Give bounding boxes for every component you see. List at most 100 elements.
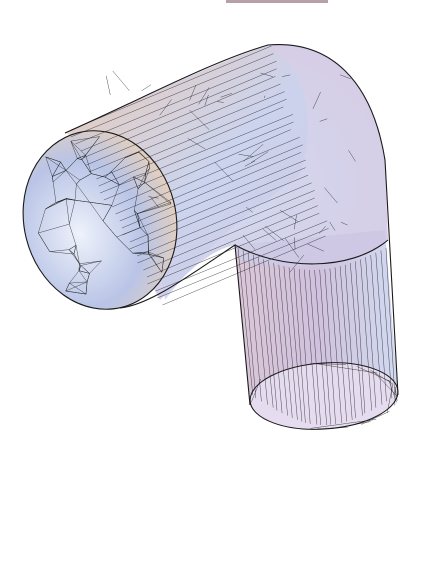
bottom-cap-edge (251, 378, 262, 403)
cap-mesh-edge (65, 198, 70, 225)
arm-mesh-edge (141, 84, 152, 91)
arm-mesh-edge (279, 210, 299, 222)
arm-mesh-edge (105, 75, 111, 96)
cap-mesh-edge (132, 252, 149, 255)
cap-mesh-edge (38, 232, 50, 252)
arm-mesh-edge (111, 129, 291, 208)
bottom-cap-edge (317, 427, 348, 430)
down-mesh-edge (319, 269, 331, 425)
wireframe-mesh (38, 45, 399, 430)
cap-mesh-edge (137, 172, 147, 189)
arm-mesh-edge (282, 74, 291, 77)
down-mesh-edge (370, 254, 383, 405)
down-mesh-edge (360, 259, 372, 411)
cap-mesh-edge (69, 281, 88, 284)
cap-mesh-edge (49, 249, 70, 252)
down-mesh-edge (314, 269, 327, 426)
arm-mesh-edge (187, 138, 206, 150)
cap-mesh-edge (145, 161, 150, 173)
cap-mesh-edge (116, 236, 133, 254)
down-mesh-edge (278, 264, 293, 418)
silhouette-outline (64, 44, 399, 406)
arm-mesh-edge (129, 174, 309, 250)
cap-mesh-edge (60, 161, 67, 171)
arm-mesh-edge (251, 151, 269, 163)
cap-mesh-edge (81, 159, 92, 174)
cap-mesh-edge (38, 223, 70, 234)
cap-mesh-edge (76, 183, 90, 203)
cap-mesh-edge (70, 141, 78, 159)
cap-mesh-edge (145, 168, 150, 174)
down-mesh-edge (263, 259, 278, 411)
cap-mesh-edge (102, 220, 117, 238)
cap-mesh-edge (81, 136, 100, 160)
cap-mesh-edge (148, 251, 164, 259)
arm-mesh-edge (324, 187, 338, 204)
cap-mesh-edge (79, 260, 102, 265)
cap-mesh-edge (45, 156, 67, 171)
down-mesh-edge (350, 263, 363, 416)
cap-mesh-edge (89, 260, 102, 274)
bottom-cap-edge (309, 363, 347, 365)
cap-mesh-edge (148, 161, 150, 169)
arm-mesh-edge (214, 162, 234, 182)
arm-mesh-edge (121, 152, 302, 229)
arm-mesh-edge (329, 221, 336, 231)
down-mesh-edge (293, 268, 306, 423)
arm-mesh-edge (217, 101, 224, 103)
cap-mesh-edge (132, 251, 149, 254)
top-partial-strip (226, 0, 328, 3)
down-mesh-edge (273, 263, 288, 416)
cap-mesh-edge (78, 265, 82, 271)
down-mesh-edge (385, 247, 396, 396)
down-mesh-edge (309, 269, 321, 426)
cap-mesh-edge (139, 227, 149, 236)
cap-mesh-edge (69, 200, 76, 225)
cap-mesh-edge (65, 170, 81, 181)
cap-mesh-edge (70, 140, 83, 160)
cap-mesh-edge (66, 198, 76, 201)
cap-mesh-edge (75, 245, 80, 264)
cap-mesh-edge (69, 270, 80, 284)
arm-mesh-edge (189, 85, 197, 101)
down-mesh-edge (258, 257, 274, 408)
cap-mesh-edge (104, 171, 112, 178)
bottom-cap-edge (310, 419, 377, 429)
arm-mesh-edge (284, 237, 299, 258)
cap-mesh-edge (111, 157, 126, 172)
bottom-cap-edge (373, 371, 399, 398)
cap-mesh-edge (68, 249, 75, 255)
arm-mesh-edge (70, 53, 274, 138)
cap-mesh-edge (134, 210, 141, 228)
arm-mesh-edge (246, 206, 253, 213)
cap-mesh-edge (144, 182, 171, 205)
cap-mesh-edge (74, 184, 77, 201)
arm-mesh-edge (129, 167, 306, 243)
cap-mesh-edge (52, 176, 54, 182)
horizontal-arm-surface (65, 46, 308, 300)
cap-mesh-edge (144, 168, 150, 183)
cap-mesh-edge (74, 199, 90, 203)
arm-mesh-edge (260, 72, 273, 77)
cap-mesh-edge (65, 283, 70, 292)
arm-mesh-edge (143, 197, 315, 271)
arm-mesh-edge (86, 83, 281, 166)
down-mesh-edge (380, 250, 393, 399)
bottom-cap-edge (370, 370, 393, 385)
cap-mesh-edge (65, 158, 78, 171)
arm-mesh-edge (263, 228, 277, 241)
arm-mesh-edge (340, 221, 348, 226)
arm-mesh-edge (96, 98, 287, 180)
arm-mesh-edge (244, 160, 256, 167)
arm-mesh-edge (319, 118, 328, 122)
arm-mesh-edge (103, 121, 294, 201)
arm-mesh-edge (70, 45, 272, 131)
down-mesh-edge (339, 266, 353, 420)
cap-mesh-edge (161, 257, 165, 273)
arm-mesh-edge (348, 150, 356, 162)
cap-mesh-edge (137, 202, 171, 214)
cap-mesh-edge (45, 156, 61, 163)
cap-mesh-edge (68, 245, 77, 250)
cap-mesh-edge (77, 155, 86, 159)
cap-mesh-edge (134, 210, 138, 214)
